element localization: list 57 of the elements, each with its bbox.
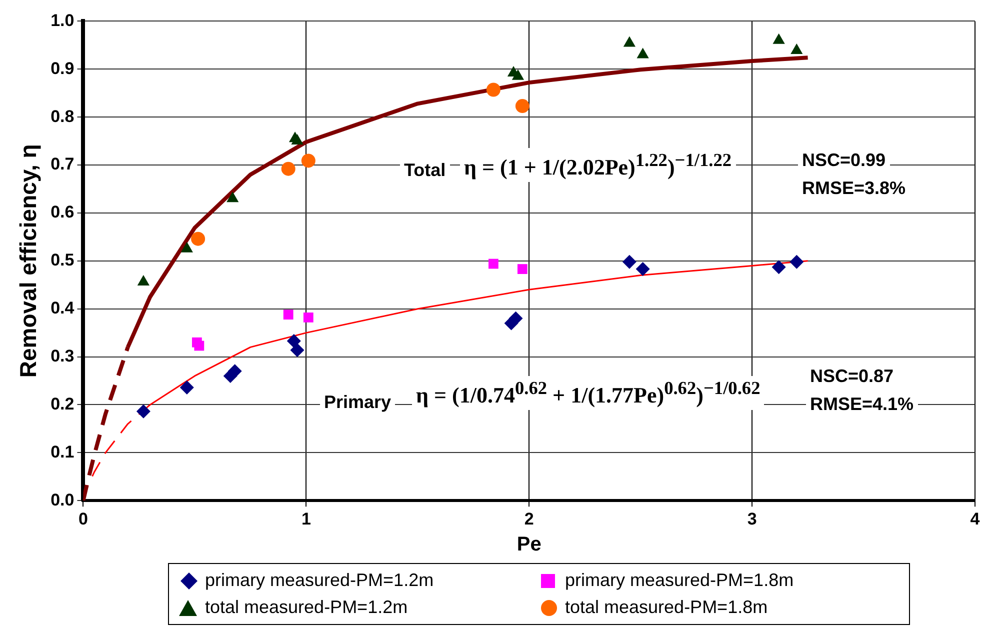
- x-tick-label: 1: [301, 509, 311, 528]
- legend-label: primary measured-PM=1.8m: [565, 570, 794, 591]
- point: [290, 343, 304, 358]
- annotation: NSC=0.99: [798, 148, 890, 173]
- point: [226, 192, 239, 202]
- y-tick-label: 0.2: [50, 394, 74, 414]
- point: [283, 310, 294, 320]
- point: [790, 43, 803, 54]
- point: [228, 364, 242, 378]
- point: [636, 262, 650, 276]
- point: [772, 260, 786, 274]
- annotation: NSC=0.87: [806, 364, 898, 389]
- annotation: Total: [400, 158, 450, 183]
- x-tick-label: 2: [524, 509, 534, 528]
- annotation: RMSE=3.8%: [798, 176, 910, 201]
- y-axis-title: Removal efficiency, η: [15, 144, 42, 378]
- y-tick-label: 0.4: [50, 298, 75, 318]
- y-tick-label: 0.8: [50, 106, 74, 126]
- point: [515, 99, 530, 114]
- point: [488, 258, 498, 269]
- point: [486, 82, 500, 97]
- legend-label: total measured-PM=1.8m: [565, 597, 768, 618]
- y-tick-label: 0.5: [50, 250, 74, 270]
- point: [136, 404, 150, 418]
- x-tick-label: 3: [747, 509, 757, 528]
- x-axis-title: Pe: [516, 534, 542, 556]
- legend-label: primary measured-PM=1.2m: [205, 570, 434, 591]
- point: [286, 334, 301, 348]
- y-tick-label: 0.1: [50, 442, 74, 462]
- point: [512, 69, 524, 80]
- x-tick-label: 0: [78, 509, 88, 528]
- point: [636, 48, 649, 58]
- annotation: η = (1/0.74$^{0.62}$ + 1/(1.77Pe)$^{0.62}$)$^{−1/0.62}$: [412, 376, 764, 410]
- point: [790, 254, 804, 269]
- annotation: RMSE=4.1%: [806, 392, 918, 417]
- legend-label: total measured-PM=1.2m: [205, 597, 408, 618]
- y-tick-label: 0.0: [50, 490, 74, 510]
- point: [281, 162, 296, 176]
- point: [303, 312, 314, 322]
- point: [194, 340, 204, 351]
- annotation: η = (1 + 1/(2.02Pe)$^{1.22}$)$^{−1/1.22}$: [460, 148, 736, 182]
- y-tick-label: 1.0: [50, 10, 74, 30]
- point: [180, 242, 193, 252]
- y-tick-label: 0.9: [50, 58, 74, 78]
- point: [623, 36, 636, 47]
- point: [191, 232, 206, 246]
- point: [180, 380, 194, 394]
- point: [301, 154, 316, 168]
- point: [291, 134, 304, 145]
- point: [622, 254, 636, 269]
- annotation: Primary: [320, 390, 396, 415]
- x-tick-label: 4: [970, 509, 980, 528]
- y-tick-label: 0.6: [50, 202, 74, 222]
- point: [517, 264, 528, 274]
- y-tick-label: 0.3: [50, 346, 74, 366]
- point: [772, 33, 785, 44]
- y-tick-label: 0.7: [50, 154, 74, 174]
